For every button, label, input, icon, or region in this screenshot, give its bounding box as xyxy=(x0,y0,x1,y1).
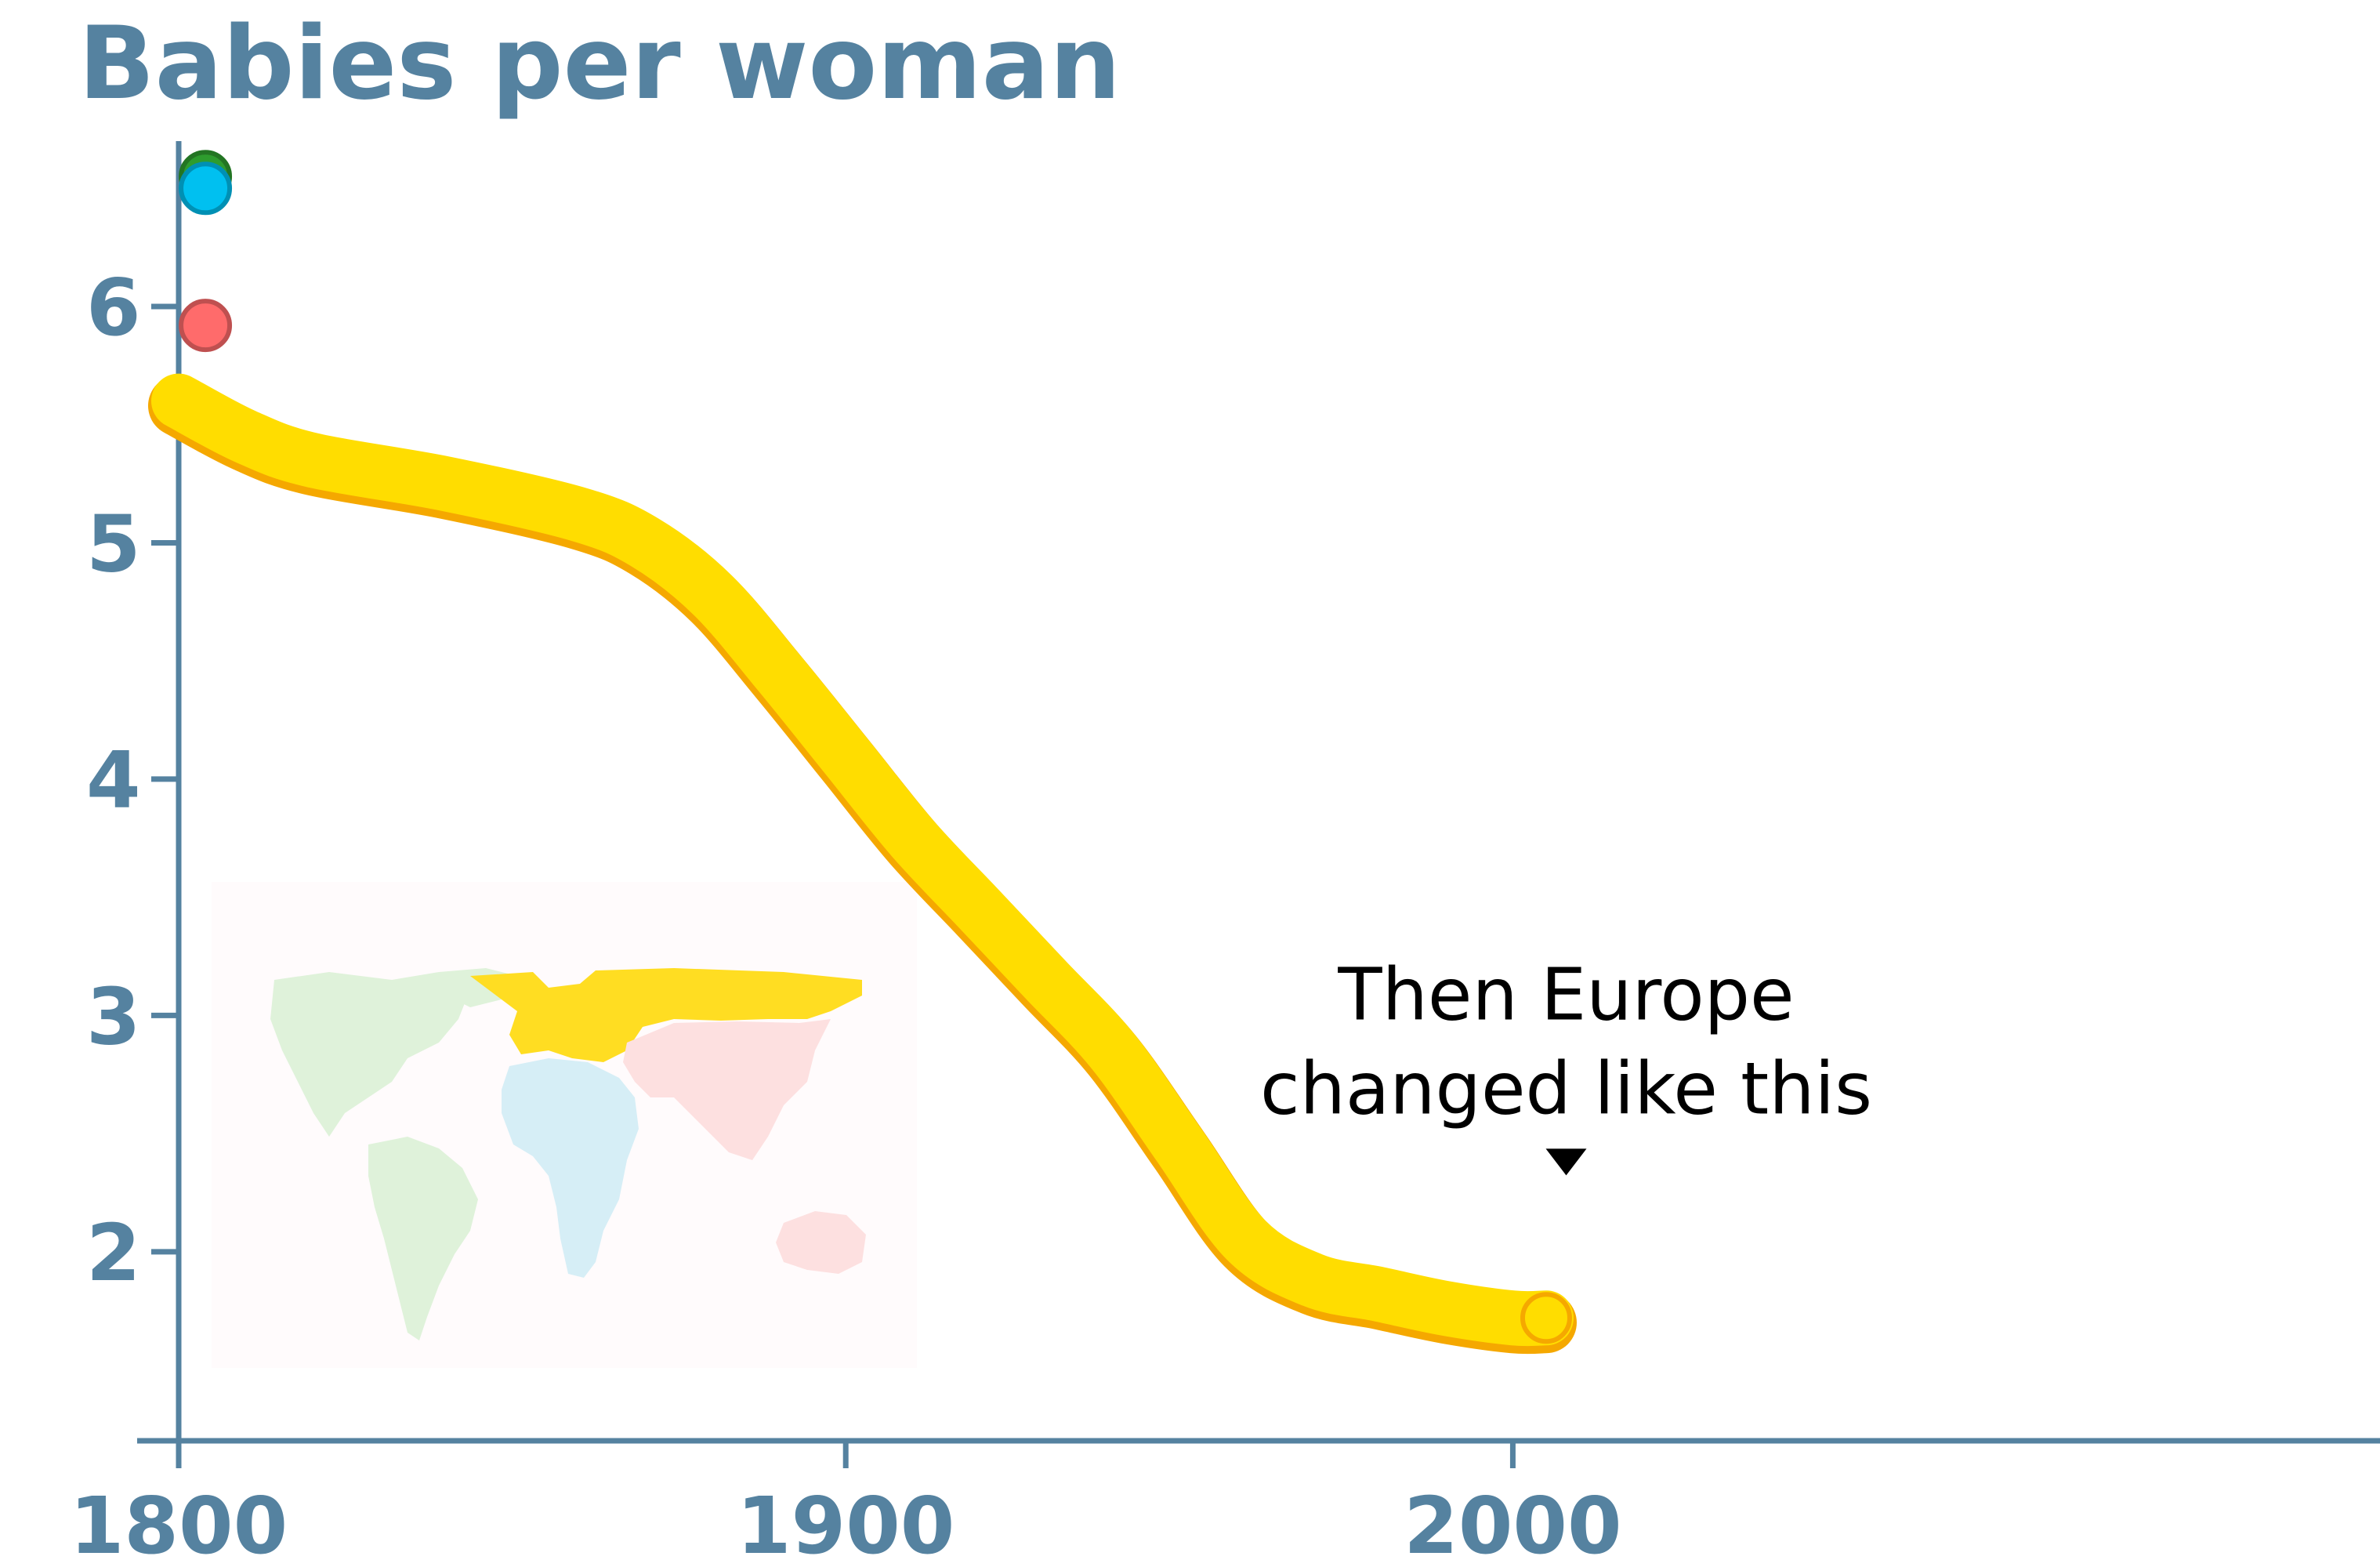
x-tick-label-2000: 2000 xyxy=(1404,1480,1621,1567)
y-tick-label-4: 4 xyxy=(86,735,141,826)
y-tick-label-2: 2 xyxy=(86,1207,141,1299)
series-layer xyxy=(148,373,1577,1355)
series-0-line xyxy=(151,373,1574,1347)
y-tick-label-6: 6 xyxy=(86,262,141,354)
chart-title: Babies per woman xyxy=(78,5,1121,122)
annotation-line-2: changed like this xyxy=(1260,1046,1872,1130)
map-africa xyxy=(502,1058,639,1278)
x-tick-label-1800: 1800 xyxy=(70,1480,288,1567)
data-point-1 xyxy=(179,161,233,216)
map-europe-asia-north xyxy=(470,968,862,1062)
x-tick-label-1900: 1900 xyxy=(737,1480,955,1567)
annotation: Then Europe changed like this xyxy=(1260,952,1872,1176)
axis-ticks: 2 3 4 5 6 1800 1900 2000 xyxy=(70,262,1622,1567)
world-map-icon xyxy=(212,882,917,1368)
map-americas xyxy=(270,972,470,1137)
annotation-arrow-icon xyxy=(1545,1148,1587,1176)
map-asia xyxy=(623,1019,831,1160)
map-australia xyxy=(776,1211,866,1274)
y-tick-label-3: 3 xyxy=(86,970,141,1062)
map-south-america xyxy=(368,1137,478,1340)
annotation-line-1: Then Europe xyxy=(1337,952,1794,1036)
y-tick-label-5: 5 xyxy=(86,498,141,589)
data-point-2 xyxy=(179,299,233,353)
points-layer xyxy=(179,150,233,353)
series-0-end-point xyxy=(1520,1292,1572,1344)
